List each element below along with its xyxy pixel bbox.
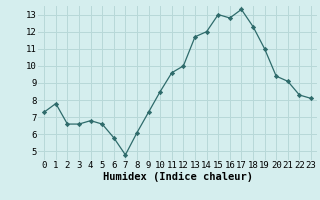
- X-axis label: Humidex (Indice chaleur): Humidex (Indice chaleur): [103, 172, 252, 182]
